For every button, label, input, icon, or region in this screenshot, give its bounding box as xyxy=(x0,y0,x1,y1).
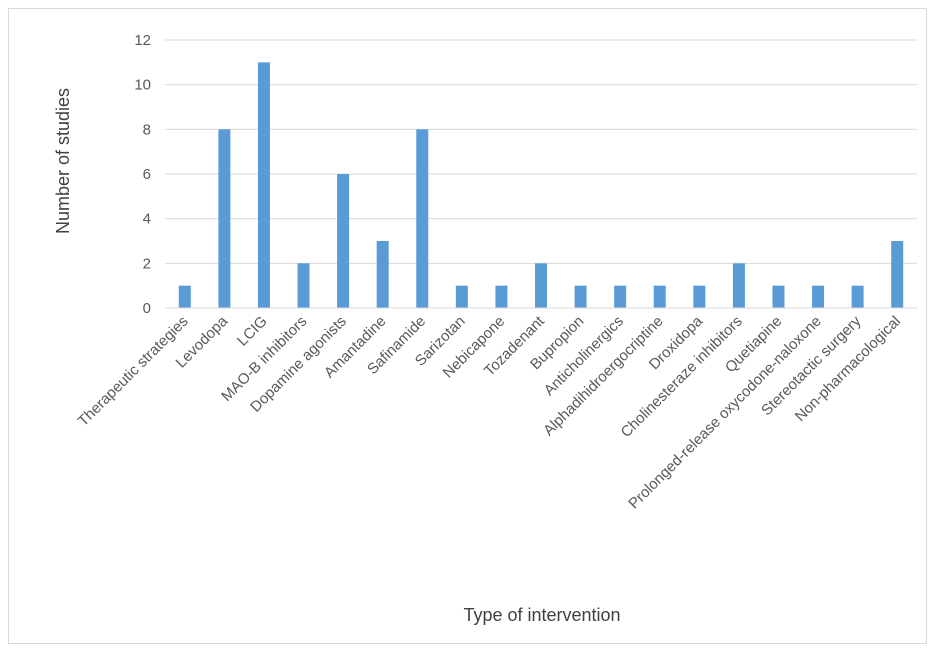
y-tick-label: 10 xyxy=(134,77,151,94)
bar xyxy=(535,263,547,308)
bar xyxy=(257,62,270,309)
bar xyxy=(851,285,864,308)
bar xyxy=(455,285,468,308)
y-axis-title: Number of studies xyxy=(53,88,73,234)
bar-chart: 0 2 4 6 8 10 12 Therapeutic strategiesLevodopa… xyxy=(53,32,917,625)
bar xyxy=(218,129,231,308)
gridlines xyxy=(165,39,917,264)
bar xyxy=(297,263,310,308)
y-tick-label: 8 xyxy=(143,121,151,138)
bar xyxy=(495,285,508,308)
bar xyxy=(614,285,627,308)
bar xyxy=(653,285,666,308)
bar xyxy=(376,241,389,308)
y-axis-ticks: 0 2 4 6 8 10 12 xyxy=(134,32,151,317)
bars xyxy=(178,62,904,309)
x-axis-title: Type of intervention xyxy=(463,605,620,625)
bar xyxy=(891,241,904,308)
bar xyxy=(337,174,350,308)
bar xyxy=(416,129,429,308)
bar xyxy=(178,285,191,308)
bar xyxy=(574,285,587,308)
y-tick-label: 6 xyxy=(143,166,151,183)
bar xyxy=(732,263,745,308)
bar xyxy=(693,285,706,308)
bar xyxy=(772,285,785,308)
chart-frame: 0 2 4 6 8 10 12 Therapeutic strategies Levodopa… xyxy=(8,8,927,644)
x-tick-label: LCIG xyxy=(234,313,271,350)
y-tick-label: 2 xyxy=(143,255,151,272)
bar xyxy=(812,285,825,308)
x-tick-label: Therapeutic strategies xyxy=(75,313,192,430)
y-tick-label: 4 xyxy=(143,211,151,228)
y-tick-label: 12 xyxy=(134,32,151,49)
y-tick-label: 0 xyxy=(143,300,151,317)
